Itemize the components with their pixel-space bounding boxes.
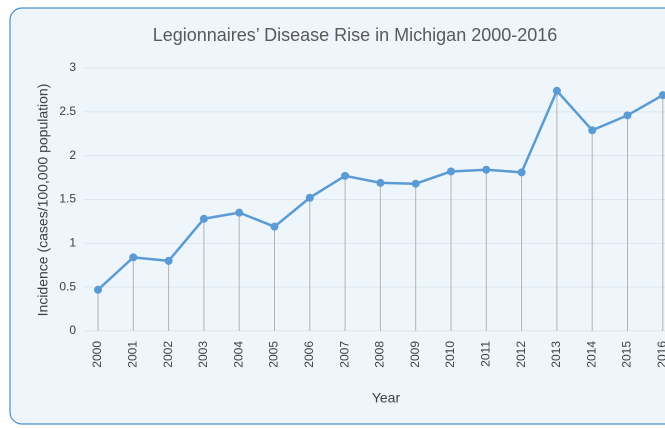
x-tick-label: 2003 <box>196 341 210 368</box>
data-point <box>482 165 491 174</box>
x-tick-label: 2002 <box>161 341 175 368</box>
data-point <box>623 111 632 120</box>
y-axis-title: Incidence (cases/100,000 population) <box>35 84 51 317</box>
data-point <box>588 126 597 135</box>
data-point <box>199 214 208 223</box>
data-point <box>376 178 385 187</box>
y-tick-label: 2 <box>69 148 76 162</box>
data-point <box>517 168 526 177</box>
y-tick-label: 0.5 <box>59 279 76 293</box>
x-tick-label: 2005 <box>267 341 281 368</box>
data-point <box>552 86 561 95</box>
x-tick-label: 2001 <box>125 341 139 368</box>
x-tick-label: 2009 <box>408 341 422 368</box>
y-tick-label: 2.5 <box>59 104 76 118</box>
y-tick-label: 3 <box>69 60 76 74</box>
x-tick-label: 2015 <box>620 341 634 368</box>
data-point <box>447 167 455 176</box>
x-tick-label: 2008 <box>373 341 387 368</box>
x-tick-label: 2014 <box>584 341 598 368</box>
data-point <box>129 253 138 262</box>
data-point <box>341 171 350 180</box>
x-tick-label: 2016 <box>655 341 665 368</box>
x-tick-label: 2007 <box>337 341 351 368</box>
y-tick-label: 1.5 <box>59 192 76 206</box>
x-tick-label: 2004 <box>231 341 245 368</box>
chart-title: Legionnaires’ Disease Rise in Michigan 2… <box>153 25 558 45</box>
x-tick-label: 2006 <box>302 341 316 368</box>
x-tick-label: 2000 <box>90 341 104 368</box>
data-point <box>411 179 420 188</box>
x-axis-title: Year <box>372 390 401 406</box>
data-point <box>235 208 244 217</box>
data-point <box>658 91 665 100</box>
data-point <box>94 285 102 294</box>
data-point <box>164 256 173 265</box>
x-tick-label: 2013 <box>549 341 563 368</box>
y-tick-label: 0 <box>69 323 76 337</box>
y-tick-label: 1 <box>69 236 76 250</box>
x-tick-label: 2010 <box>443 341 457 368</box>
x-tick-label: 2011 <box>478 341 492 367</box>
data-point <box>270 222 279 231</box>
data-point <box>305 193 314 202</box>
x-tick-label: 2012 <box>514 341 528 368</box>
